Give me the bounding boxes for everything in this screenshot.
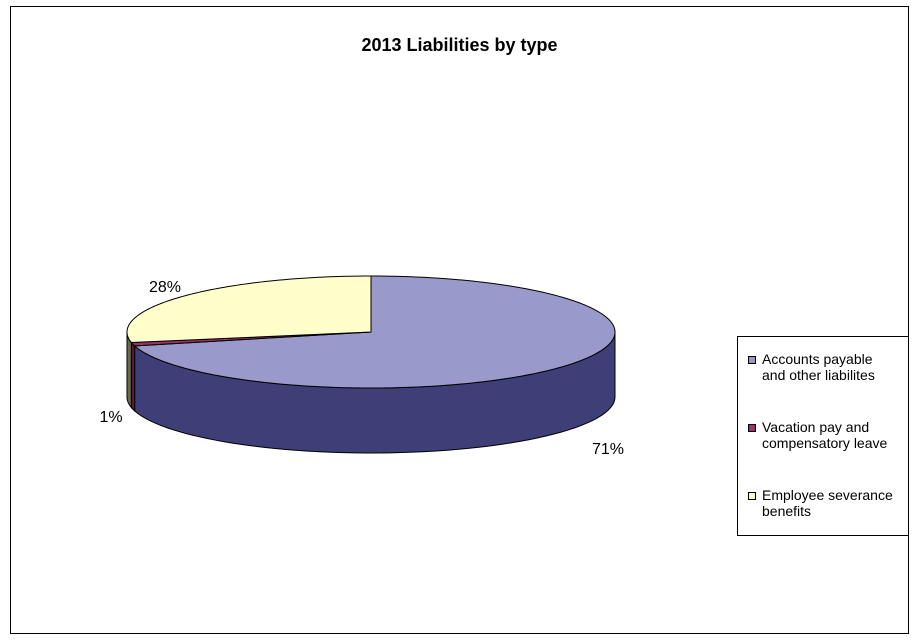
legend-label-accounts-payable-1: Accounts payable bbox=[762, 351, 873, 367]
chart-title: 2013 Liabilities by type bbox=[361, 35, 558, 55]
pie-slice-employee-severance bbox=[126, 275, 372, 344]
pie-slice-accounts-payable bbox=[133, 275, 616, 389]
pie-side-vacation-pay bbox=[130, 341, 136, 413]
legend: Accounts payable and other liabilites Va… bbox=[737, 336, 908, 536]
data-label-accounts-payable: 71% bbox=[592, 441, 624, 458]
legend-label-vacation-pay-1: Vacation pay and bbox=[762, 419, 870, 435]
legend-label-employee-severance-2: benefits bbox=[762, 503, 812, 519]
pie-tops bbox=[126, 275, 616, 389]
legend-label-accounts-payable-2: and other liabilites bbox=[762, 367, 875, 383]
legend-label-vacation-pay-2: compensatory leave bbox=[762, 435, 888, 451]
data-label-vacation-pay: 1% bbox=[99, 409, 122, 426]
legend-swatch-employee-severance bbox=[748, 492, 756, 500]
chart-area: 2013 Liabilities by type 71% 1% 28% Accoun… bbox=[10, 6, 909, 634]
legend-swatch-vacation-pay bbox=[748, 424, 756, 432]
data-label-employee-severance: 28% bbox=[149, 279, 181, 296]
legend-label-employee-severance-1: Employee severance bbox=[762, 487, 893, 503]
pie-chart: 71% 1% 28% bbox=[99, 275, 624, 458]
pie-labels: 71% 1% 28% bbox=[99, 279, 624, 458]
legend-swatch-accounts-payable bbox=[748, 356, 756, 364]
pie-side-employee-severance bbox=[126, 332, 132, 409]
